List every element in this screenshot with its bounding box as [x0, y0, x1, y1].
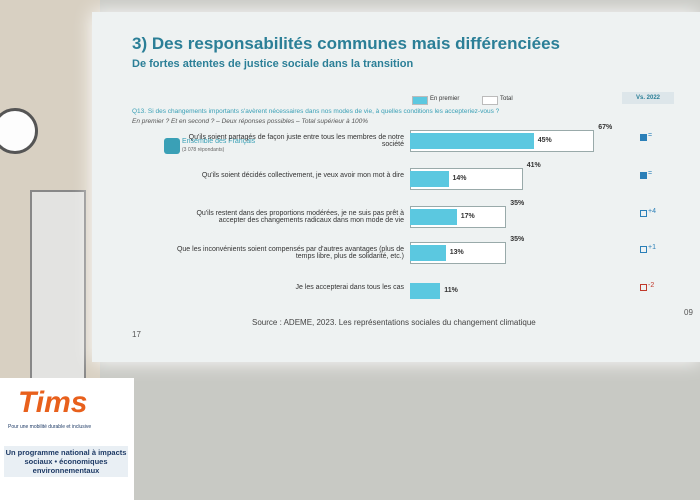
- bar: [410, 283, 441, 299]
- comparison-marker: [640, 210, 647, 217]
- clock: [0, 108, 38, 154]
- comparison-label: =: [648, 132, 653, 139]
- bar: [410, 209, 457, 225]
- legend-swatch: [482, 96, 498, 105]
- comparison-marker: [640, 246, 647, 253]
- logo: Tims: [18, 386, 88, 419]
- population: Ensemble des Français: [182, 138, 256, 145]
- category-label: Qu'ils soient décidés collectivement, je…: [201, 172, 404, 179]
- banner-text: Un programme national à impacts sociaux …: [4, 446, 128, 477]
- question-note: En premier ? Et en second ? – Deux répon…: [132, 118, 369, 125]
- banner: Tims Pour une mobilité durable et inclus…: [0, 378, 134, 500]
- comparison-label: +4: [648, 208, 656, 215]
- population-note: (3 078 répondants): [182, 147, 225, 153]
- legend-swatch: [412, 96, 428, 105]
- value-label: 17%: [460, 213, 475, 220]
- question: Q13. Si des changements importants s'avè…: [132, 108, 500, 115]
- comparison-label: +1: [648, 244, 656, 251]
- value-label: 45%: [537, 137, 552, 144]
- value-label: 14%: [452, 175, 467, 182]
- slide-subtitle: De fortes attentes de justice sociale da…: [132, 58, 414, 70]
- value-label: 35%: [510, 236, 525, 243]
- legend-label: Total: [500, 96, 513, 102]
- bar: [410, 133, 534, 149]
- map-icon: [164, 138, 180, 154]
- category-label: Que les inconvénients soient compensés p…: [176, 246, 404, 260]
- comparison-label: -2: [648, 282, 655, 289]
- value-label: 11%: [444, 287, 458, 294]
- comparison-header: Vs. 2022: [622, 92, 674, 104]
- value-label: 41%: [526, 162, 541, 169]
- bar: [410, 171, 449, 187]
- value-label: 13%: [449, 249, 464, 256]
- corner-number: 09: [684, 308, 693, 317]
- stand: [30, 190, 86, 382]
- comparison-marker: [640, 134, 647, 141]
- value-label: 35%: [510, 200, 525, 207]
- category-label: Qu'ils soient partagés de façon juste en…: [188, 134, 404, 148]
- comparison-label: =: [648, 170, 653, 177]
- comparison-marker: [640, 172, 647, 179]
- comparison-marker: [640, 284, 647, 291]
- tagline: Pour une mobilité durable et inclusive: [8, 424, 92, 430]
- bar: [410, 245, 446, 261]
- page-number: 17: [132, 330, 141, 339]
- source: Source : ADEME, 2023. Les représentation…: [252, 318, 536, 327]
- category-label: Qu'ils restent dans des proportions modé…: [196, 210, 404, 224]
- category-label: Je les accepterai dans tous les cas: [295, 284, 404, 291]
- legend-label: En premier: [430, 96, 460, 102]
- value-label: 67%: [598, 124, 613, 131]
- slide-title: 3) Des responsabilités communes mais dif…: [132, 34, 561, 53]
- slide: 3) Des responsabilités communes mais dif…: [92, 12, 700, 362]
